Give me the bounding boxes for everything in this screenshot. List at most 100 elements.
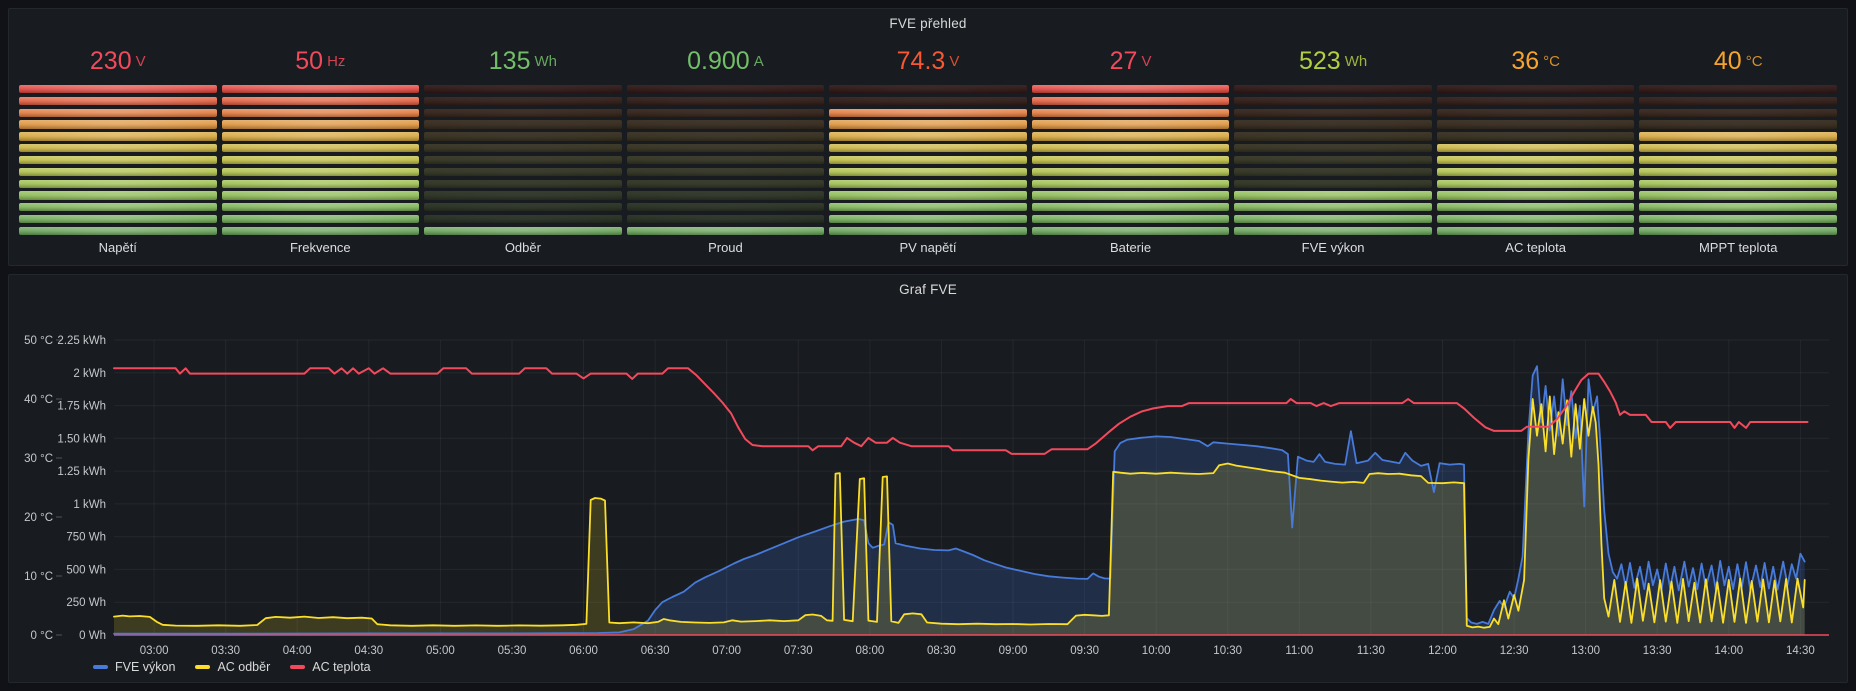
gauge-bar-lit <box>1031 155 1230 165</box>
gauge-label: MPPT teplota <box>1698 240 1778 255</box>
gauge-bar-off <box>626 85 825 94</box>
gauge-bar-off <box>424 179 622 188</box>
gauge-bar-off <box>424 155 622 165</box>
gauge-bar-lit <box>19 96 217 106</box>
gauge-bar-off <box>424 144 622 153</box>
gauge-label: Odběr <box>504 240 541 255</box>
x-tick-label: 12:00 <box>1428 645 1457 657</box>
legend-swatch <box>93 665 108 669</box>
gauge-bar-lit <box>1639 179 1837 188</box>
gauge-bar-lit <box>19 155 217 165</box>
gauge-bar-lit <box>1639 214 1837 224</box>
temp-tick-label: 0 °C <box>31 630 54 642</box>
led-bar-stack <box>19 85 217 236</box>
gauge-frekvence: 50 Hz Frekvence <box>221 41 420 259</box>
temp-axis-labels: 50 °C 40 °C 30 °C 20 °C 10 °C 0 °C <box>24 335 62 642</box>
gauge-bar-off <box>1234 85 1432 94</box>
gauge-bar-off <box>424 108 622 117</box>
temp-tick-label: 10 °C <box>24 571 53 583</box>
gauge-bar-off <box>626 155 825 165</box>
gauge-bar-lit <box>1031 167 1230 176</box>
x-tick-label: 09:30 <box>1070 645 1099 657</box>
gauge-bar-lit <box>829 132 1027 141</box>
led-bar-stack <box>1031 85 1230 236</box>
gauge-row: 230 V Napětí 50 Hz Frekvence 135 Wh Odběr 0.900 A P… <box>19 41 1837 259</box>
gauge-bar-off <box>1436 108 1635 117</box>
gauge-bar-lit <box>221 226 420 236</box>
gauge-bar-lit <box>829 144 1027 153</box>
gauge-label: Napětí <box>98 240 137 255</box>
gauge-bar-lit <box>19 191 217 200</box>
series-line-ac-teplota <box>113 367 1809 455</box>
gauge-bar-off <box>424 191 622 200</box>
energy-tick-label: 2.25 kWh <box>57 335 106 347</box>
gauge-bar-off <box>1436 132 1635 141</box>
gauge-bar-lit <box>1031 144 1230 153</box>
gauge-bar-lit <box>1031 179 1230 188</box>
temp-tick-label: 50 °C <box>24 335 53 347</box>
energy-tick-label: 0 Wh <box>79 630 106 642</box>
gauge-pv-nap-t-: 74.3 V PV napětí <box>829 41 1027 259</box>
gauge-bar-off <box>1639 108 1837 117</box>
energy-tick-label: 1.25 kWh <box>57 466 106 478</box>
gauge-bar-lit <box>221 179 420 188</box>
gauge-bar-lit <box>19 85 217 94</box>
energy-tick-label: 1 kWh <box>73 499 106 511</box>
gauge-bar-lit <box>19 132 217 141</box>
gauge-bar-off <box>626 144 825 153</box>
led-bar-stack <box>829 85 1027 236</box>
gauge-bar-off <box>829 96 1027 106</box>
gauge-value-number: 50 <box>295 46 324 75</box>
gauge-bar-off <box>1234 120 1432 129</box>
gauge-bar-off <box>424 214 622 224</box>
x-tick-label: 09:00 <box>999 645 1028 657</box>
gauge-bar-lit <box>1031 132 1230 141</box>
gauge-bar-off <box>1234 108 1432 117</box>
legend-item-fve-vykon[interactable]: FVE výkon <box>93 660 175 674</box>
gauge-bar-lit <box>1031 120 1230 129</box>
energy-tick-label: 1.50 kWh <box>57 433 106 445</box>
gauge-bar-lit <box>829 155 1027 165</box>
panel-title-fve-prehled[interactable]: FVE přehled <box>889 16 967 31</box>
series-line-ac-odber <box>113 395 1806 629</box>
gauge-bar-lit <box>1031 226 1230 236</box>
gauge-value-unit: Hz <box>327 52 346 70</box>
gauge-bar-lit <box>829 120 1027 129</box>
gauge-value-unit: V <box>1141 52 1152 70</box>
gauge-bar-lit <box>829 108 1027 117</box>
gauge-bar-off <box>1234 167 1432 176</box>
temp-tick-label: 20 °C <box>24 512 53 524</box>
gauge-bar-lit <box>221 132 420 141</box>
gauge-bar-lit <box>1436 191 1635 200</box>
x-tick-label: 14:00 <box>1714 645 1743 657</box>
gauge-bar-lit <box>221 191 420 200</box>
gauge-bar-lit <box>1639 155 1837 165</box>
gauge-bar-lit <box>1234 203 1432 212</box>
gauge-odb-r: 135 Wh Odběr <box>424 41 622 259</box>
gauge-bar-lit <box>1639 191 1837 200</box>
gauge-value: 135 Wh <box>424 41 622 81</box>
gauge-label: AC teplota <box>1505 240 1566 255</box>
gauge-bar-lit <box>1436 214 1635 224</box>
x-tick-label: 05:30 <box>498 645 527 657</box>
x-tick-label: 05:00 <box>426 645 455 657</box>
panel-title-graf-fve[interactable]: Graf FVE <box>899 282 957 297</box>
gauge-bar-lit <box>19 203 217 212</box>
gauge-value: 0.900 A <box>627 41 825 81</box>
legend-item-ac-odber[interactable]: AC odběr <box>195 660 270 674</box>
gauge-value-number: 40 <box>1713 46 1742 75</box>
temp-tick-label: 40 °C <box>24 394 53 406</box>
gauge-bar-off <box>424 96 622 106</box>
gauge-bar-lit <box>829 203 1027 212</box>
legend-item-ac-teplota[interactable]: AC teplota <box>290 660 371 674</box>
x-tick-label: 13:30 <box>1643 645 1672 657</box>
led-bar-stack <box>221 85 420 236</box>
timeseries-svg[interactable]: 03:00 03:30 04:00 04:30 05:00 05:30 06:00 06:30… <box>9 305 1849 684</box>
chart-legend: FVE výkon AC odběr AC teplota <box>93 660 371 674</box>
legend-swatch <box>195 665 211 669</box>
x-tick-label: 11:30 <box>1357 645 1385 657</box>
gauge-bar-off <box>1639 120 1837 129</box>
gauge-fve-v-kon: 523 Wh FVE výkon <box>1234 41 1432 259</box>
gauge-bar-off <box>424 85 622 94</box>
